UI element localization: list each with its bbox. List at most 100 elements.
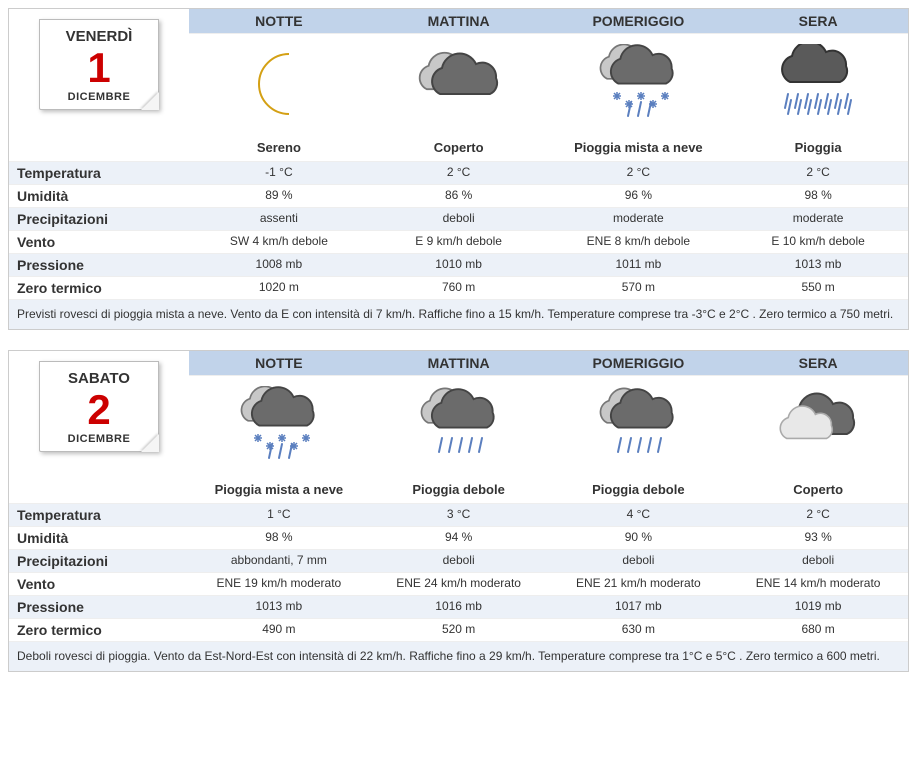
row-value: 1011 mb — [549, 254, 729, 276]
row-value: 1019 mb — [728, 596, 908, 618]
row-value: 1016 mb — [369, 596, 549, 618]
row-value: 1008 mb — [189, 254, 369, 276]
row-label: Temperatura — [9, 504, 189, 526]
weather-icon — [728, 34, 908, 134]
date-dayname: Sabato — [44, 370, 154, 387]
data-row: Temperatura-1 °C2 °C2 °C2 °C — [9, 161, 908, 184]
date-month: DICEMBRE — [44, 433, 154, 445]
row-value: ENE 24 km/h moderato — [369, 573, 549, 595]
row-value: 760 m — [369, 277, 549, 299]
row-value: 2 °C — [728, 162, 908, 184]
row-value: 570 m — [549, 277, 729, 299]
weather-icon — [189, 34, 369, 134]
period-desc: Pioggia debole — [369, 476, 549, 503]
data-row: VentoENE 19 km/h moderatoENE 24 km/h mod… — [9, 572, 908, 595]
period-header: NOTTE — [189, 9, 369, 34]
row-value: 4 °C — [549, 504, 729, 526]
period-desc: Pioggia debole — [549, 476, 729, 503]
row-value: moderate — [728, 208, 908, 230]
period-desc: Coperto — [728, 476, 908, 503]
row-label: Pressione — [9, 254, 189, 276]
row-value: 2 °C — [549, 162, 729, 184]
day-block: Venerdì 1 DICEMBRE NOTTE Sereno MATTINA — [8, 8, 909, 330]
row-value: deboli — [728, 550, 908, 572]
data-row: Umidità89 %86 %96 %98 % — [9, 184, 908, 207]
row-value: 98 % — [728, 185, 908, 207]
row-label: Vento — [9, 231, 189, 253]
row-value: 630 m — [549, 619, 729, 641]
weather-icon — [369, 376, 549, 476]
row-value: assenti — [189, 208, 369, 230]
period-desc: Pioggia — [728, 134, 908, 161]
row-label: Precipitazioni — [9, 550, 189, 572]
row-value: 490 m — [189, 619, 369, 641]
data-row: Zero termico1020 m760 m570 m550 m — [9, 276, 908, 299]
row-value: ENE 19 km/h moderato — [189, 573, 369, 595]
day-block: Sabato 2 DICEMBRE NOTTE — [8, 350, 909, 672]
period-header: MATTINA — [369, 351, 549, 376]
period-col: POMERIGGIO — [549, 9, 729, 161]
row-value: ENE 14 km/h moderato — [728, 573, 908, 595]
period-header: POMERIGGIO — [549, 9, 729, 34]
period-col: NOTTE — [189, 351, 369, 503]
period-desc: Pioggia mista a neve — [549, 134, 729, 161]
period-col: NOTTE Sereno — [189, 9, 369, 161]
row-label: Temperatura — [9, 162, 189, 184]
period-col: SERA Pioggia — [728, 9, 908, 161]
period-col: MATTINA Pioggia debole — [369, 351, 549, 503]
row-label: Umidità — [9, 185, 189, 207]
row-value: 1017 mb — [549, 596, 729, 618]
data-row: Pressione1008 mb1010 mb1011 mb1013 mb — [9, 253, 908, 276]
period-header: SERA — [728, 351, 908, 376]
day-summary: Previsti rovesci di pioggia mista a neve… — [9, 299, 908, 329]
periods-row: Sabato 2 DICEMBRE NOTTE — [9, 351, 908, 503]
date-daynum: 2 — [44, 389, 154, 431]
period-header: POMERIGGIO — [549, 351, 729, 376]
date-dayname: Venerdì — [44, 28, 154, 45]
row-label: Pressione — [9, 596, 189, 618]
data-row: Umidità98 %94 %90 %93 % — [9, 526, 908, 549]
row-value: 89 % — [189, 185, 369, 207]
row-value: 94 % — [369, 527, 549, 549]
row-value: 1020 m — [189, 277, 369, 299]
row-value: 86 % — [369, 185, 549, 207]
period-col: POMERIGGIO Pioggia debole — [549, 351, 729, 503]
period-desc: Coperto — [369, 134, 549, 161]
data-row: Temperatura1 °C3 °C4 °C2 °C — [9, 503, 908, 526]
row-value: E 9 km/h debole — [369, 231, 549, 253]
row-value: 1013 mb — [189, 596, 369, 618]
row-value: moderate — [549, 208, 729, 230]
row-value: 550 m — [728, 277, 908, 299]
row-value: deboli — [369, 208, 549, 230]
period-desc: Sereno — [189, 134, 369, 161]
row-value: deboli — [369, 550, 549, 572]
data-row: Pressione1013 mb1016 mb1017 mb1019 mb — [9, 595, 908, 618]
row-value: deboli — [549, 550, 729, 572]
period-header: MATTINA — [369, 9, 549, 34]
date-card: Sabato 2 DICEMBRE — [39, 361, 159, 452]
date-daynum: 1 — [44, 47, 154, 89]
period-col: SERA Coperto — [728, 351, 908, 503]
date-cell: Sabato 2 DICEMBRE — [9, 351, 189, 503]
day-summary: Deboli rovesci di pioggia. Vento da Est-… — [9, 641, 908, 671]
row-value: 1010 mb — [369, 254, 549, 276]
period-header: NOTTE — [189, 351, 369, 376]
row-value: 98 % — [189, 527, 369, 549]
row-value: 2 °C — [369, 162, 549, 184]
date-card: Venerdì 1 DICEMBRE — [39, 19, 159, 110]
weather-icon — [728, 376, 908, 476]
weather-icon — [549, 376, 729, 476]
row-value: 1 °C — [189, 504, 369, 526]
row-value: 96 % — [549, 185, 729, 207]
periods-row: Venerdì 1 DICEMBRE NOTTE Sereno MATTINA — [9, 9, 908, 161]
row-value: -1 °C — [189, 162, 369, 184]
data-row: VentoSW 4 km/h deboleE 9 km/h deboleENE … — [9, 230, 908, 253]
row-value: 3 °C — [369, 504, 549, 526]
period-header: SERA — [728, 9, 908, 34]
weather-icon — [549, 34, 729, 134]
row-label: Umidità — [9, 527, 189, 549]
row-value: 2 °C — [728, 504, 908, 526]
data-row: Precipitazioniabbondanti, 7 mmdebolidebo… — [9, 549, 908, 572]
row-value: 680 m — [728, 619, 908, 641]
weather-icon — [369, 34, 549, 134]
